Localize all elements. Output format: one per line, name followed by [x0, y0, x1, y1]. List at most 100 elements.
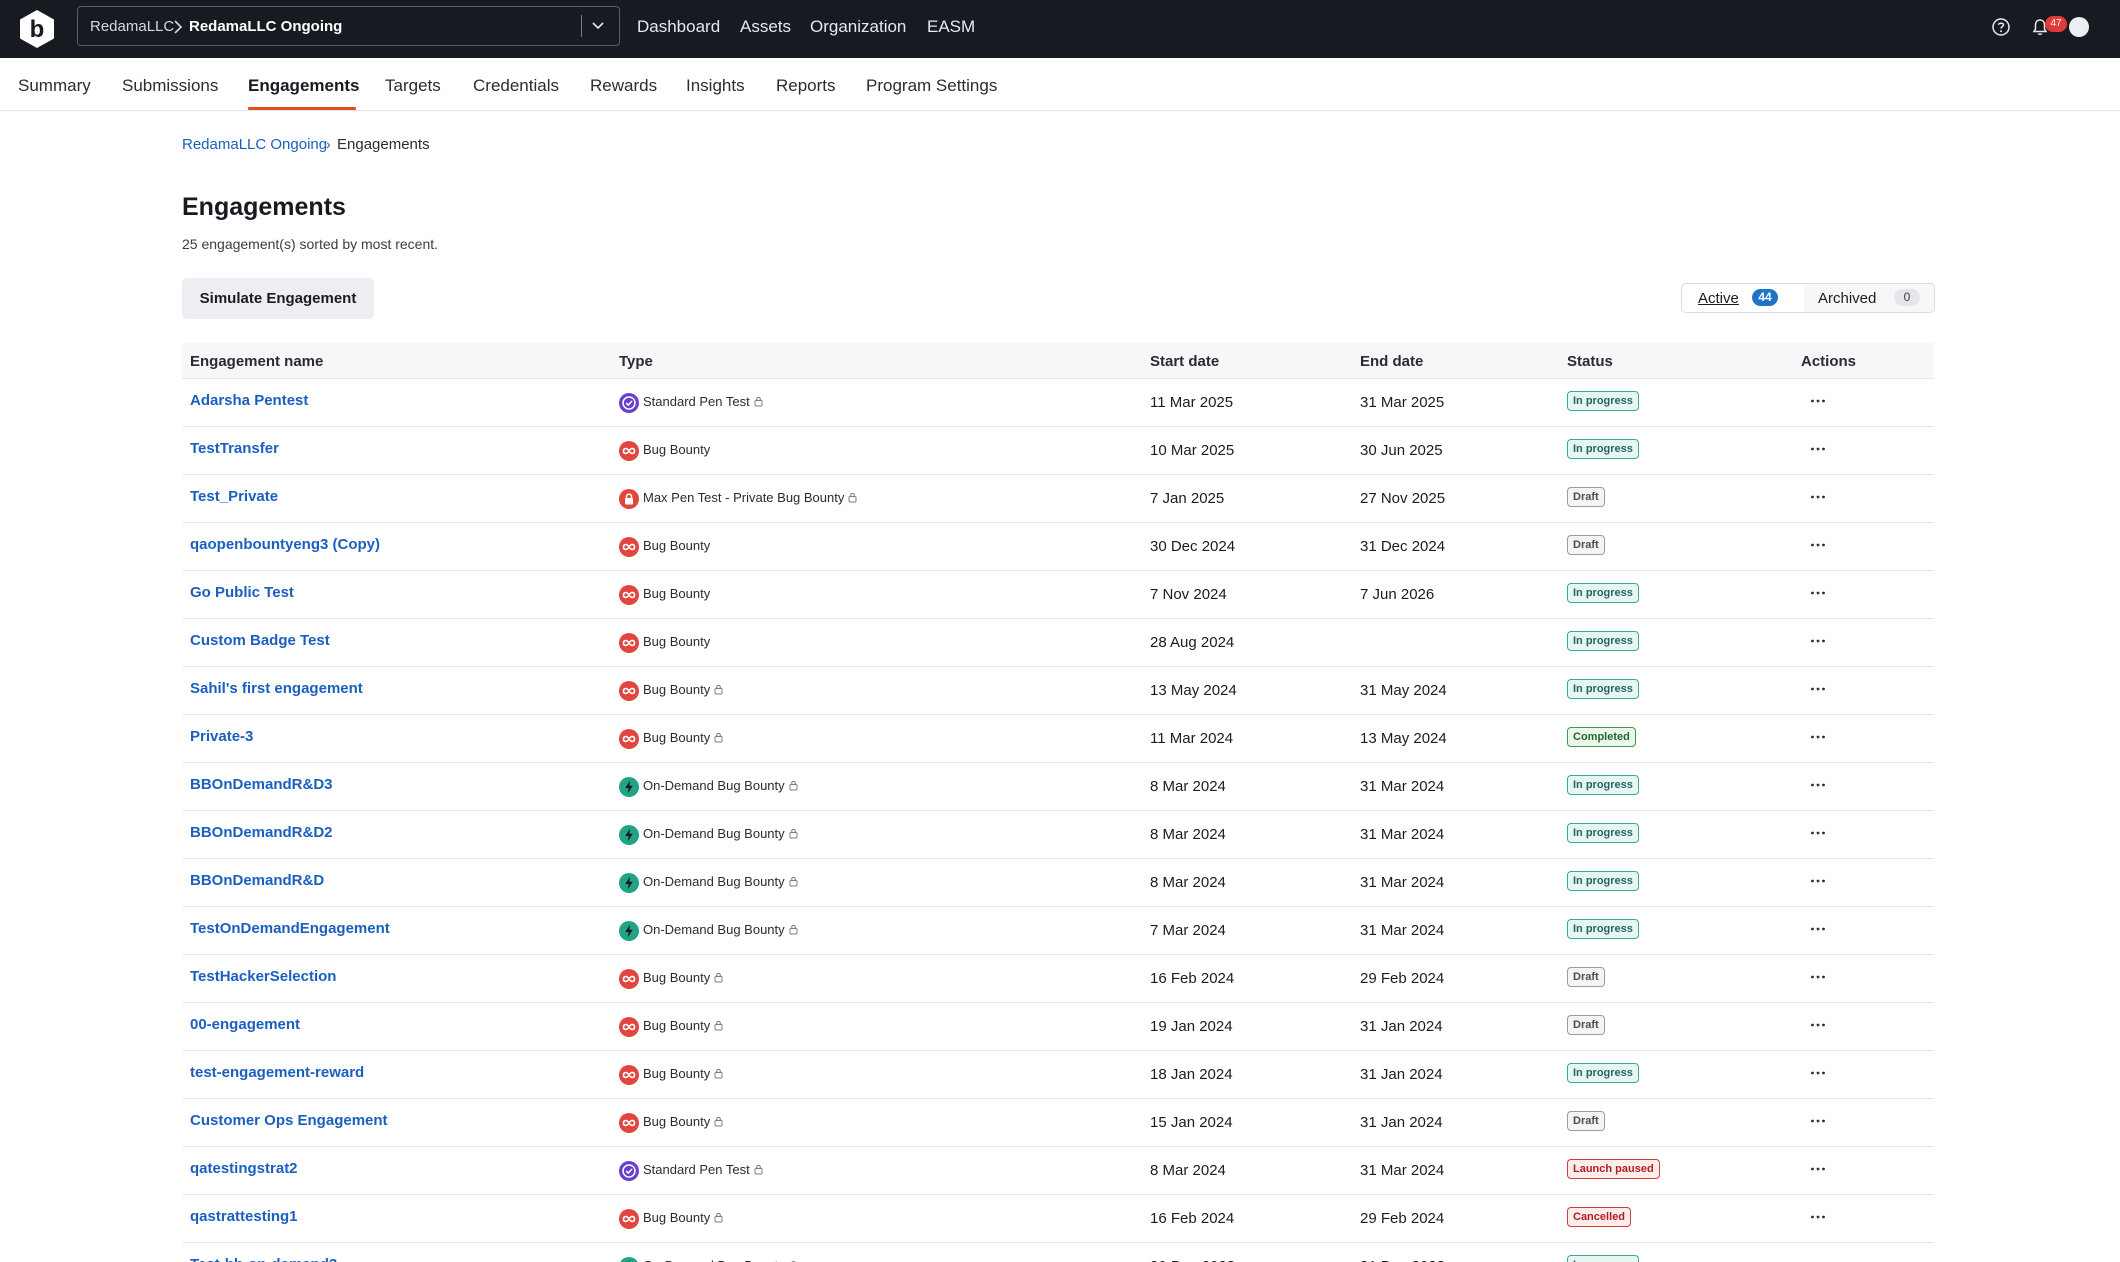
engagement-name-link[interactable]: Test_Private: [190, 488, 279, 505]
engagement-name-link[interactable]: Test-bb-on-demand3: [190, 1256, 337, 1262]
more-actions-icon[interactable]: [1808, 679, 1828, 699]
engagement-name-link[interactable]: TestHackerSelection: [190, 968, 337, 985]
engagement-type: On-Demand Bug Bounty: [643, 922, 798, 937]
table-row: TestHackerSelection Bug Bounty 16 Feb 2024…: [182, 955, 1934, 1003]
help-icon[interactable]: [1991, 17, 2011, 37]
organization-selector[interactable]: RedamaLLC RedamaLLC Ongoing: [77, 6, 620, 46]
more-actions-icon[interactable]: [1808, 487, 1828, 507]
engagement-type: On-Demand Bug Bounty: [643, 1258, 798, 1262]
top-bar: b RedamaLLC RedamaLLC Ongoing Dashboard …: [0, 0, 2120, 58]
engagement-name-link[interactable]: qastrattesting1: [190, 1208, 298, 1225]
nav-organization[interactable]: Organization: [810, 17, 907, 36]
engagement-type-label: On-Demand Bug Bounty: [643, 922, 785, 937]
bell-icon[interactable]: [2030, 17, 2050, 37]
engagement-type: Bug Bounty: [643, 442, 710, 457]
more-actions-icon[interactable]: [1808, 631, 1828, 651]
more-actions-icon[interactable]: [1808, 1207, 1828, 1227]
status-badge: Draft: [1567, 1111, 1605, 1131]
table-row: test-engagement-reward Bug Bounty 18 Jan 2…: [182, 1051, 1934, 1099]
nav-easm[interactable]: EASM: [927, 17, 976, 36]
more-actions-icon[interactable]: [1808, 439, 1828, 459]
status-badge: In progress: [1567, 583, 1639, 603]
more-actions-icon[interactable]: [1808, 583, 1828, 603]
column-header-type: Type: [619, 353, 653, 370]
tab-engagements[interactable]: Engagements: [248, 76, 360, 95]
more-actions-icon[interactable]: [1808, 1015, 1828, 1035]
engagement-name-link[interactable]: BBOnDemandR&D3: [190, 776, 333, 793]
tab-insights[interactable]: Insights: [686, 76, 745, 95]
pen-test-icon: [619, 1161, 639, 1181]
engagement-name-link[interactable]: Adarsha Pentest: [190, 392, 309, 409]
more-actions-icon[interactable]: [1808, 823, 1828, 843]
breadcrumb-program-link[interactable]: RedamaLLC Ongoing: [182, 136, 328, 153]
start-date: 16 Feb 2024: [1150, 1210, 1235, 1227]
more-actions-icon[interactable]: [1808, 967, 1828, 987]
tab-credentials[interactable]: Credentials: [473, 76, 559, 95]
tab-targets[interactable]: Targets: [385, 76, 441, 95]
more-actions-icon[interactable]: [1808, 775, 1828, 795]
tab-rewards[interactable]: Rewards: [590, 76, 658, 95]
tab-reports[interactable]: Reports: [776, 76, 836, 95]
start-date: 8 Mar 2024: [1150, 826, 1226, 843]
engagement-name-link[interactable]: 00-engagement: [190, 1016, 301, 1033]
filter-archived[interactable]: Archived 0: [1804, 284, 1934, 312]
status-badge: Completed: [1567, 727, 1636, 747]
engagement-name-link[interactable]: BBOnDemandR&D: [190, 872, 325, 889]
user-avatar[interactable]: [2069, 17, 2089, 37]
lock-icon: [789, 781, 798, 791]
engagement-type: Bug Bounty: [643, 1114, 723, 1129]
start-date: 10 Mar 2025: [1150, 442, 1235, 459]
table-row: qastrattesting1 Bug Bounty 16 Feb 2024 29 F…: [182, 1195, 1934, 1243]
tab-program-settings[interactable]: Program Settings: [866, 76, 998, 95]
more-actions-icon[interactable]: [1808, 1159, 1828, 1179]
more-actions-icon[interactable]: [1808, 1255, 1828, 1262]
table-header: Engagement name Type Start date End date…: [182, 343, 1934, 379]
active-archived-filter: Active 44 Archived 0: [1681, 283, 1935, 313]
more-actions-icon[interactable]: [1808, 727, 1828, 747]
notification-count-badge: 47: [2045, 16, 2067, 32]
engagement-name-link[interactable]: Customer Ops Engagement: [190, 1112, 388, 1129]
engagement-name-link[interactable]: BBOnDemandR&D2: [190, 824, 333, 841]
chevron-down-icon[interactable]: [590, 17, 606, 33]
on-demand-bolt-icon: [619, 825, 639, 845]
tab-summary[interactable]: Summary: [18, 76, 91, 95]
more-actions-icon[interactable]: [1808, 535, 1828, 555]
bugcrowd-logo-icon[interactable]: b: [17, 9, 57, 49]
more-actions-icon[interactable]: [1808, 1111, 1828, 1131]
nav-assets[interactable]: Assets: [740, 17, 792, 36]
more-actions-icon[interactable]: [1808, 391, 1828, 411]
status-badge: In progress: [1567, 1255, 1639, 1262]
status-badge: Draft: [1567, 535, 1605, 555]
engagement-name-link[interactable]: Custom Badge Test: [190, 632, 330, 649]
engagement-name-link[interactable]: Sahil's first engagement: [190, 680, 363, 697]
tab-submissions[interactable]: Submissions: [122, 76, 219, 95]
column-header-start-date: Start date: [1150, 353, 1220, 370]
status-badge: In progress: [1567, 823, 1639, 843]
column-header-status: Status: [1567, 353, 1613, 370]
org-parent-label: RedamaLLC: [90, 18, 175, 35]
start-date: 8 Mar 2024: [1150, 778, 1226, 795]
engagement-name-link[interactable]: qatestingstrat2: [190, 1160, 298, 1177]
engagement-name-link[interactable]: Private-3: [190, 728, 254, 745]
table-row: Go Public Test Bug Bounty 7 Nov 2024 7 Jun …: [182, 571, 1934, 619]
engagement-type-label: Bug Bounty: [643, 1210, 711, 1225]
status-badge: In progress: [1567, 871, 1639, 891]
engagement-name-link[interactable]: TestOnDemandEngagement: [190, 920, 390, 937]
engagement-name-link[interactable]: Go Public Test: [190, 584, 294, 601]
program-tabs: Summary Submissions Engagements Targets …: [0, 58, 2120, 111]
simulate-engagement-button[interactable]: Simulate Engagement: [182, 278, 374, 319]
nav-dashboard[interactable]: Dashboard: [637, 17, 721, 36]
more-actions-icon[interactable]: [1808, 871, 1828, 891]
engagement-type: Bug Bounty: [643, 730, 723, 745]
more-actions-icon[interactable]: [1808, 1063, 1828, 1083]
status-badge: In progress: [1567, 775, 1639, 795]
page-title: Engagements: [182, 193, 346, 221]
table-row: TestOnDemandEngagement On-Demand Bug Boun…: [182, 907, 1934, 955]
engagement-name-link[interactable]: qaopenbountyeng3 (Copy): [190, 536, 380, 553]
more-actions-icon[interactable]: [1808, 919, 1828, 939]
table-row: Adarsha Pentest Standard Pen Test 11 Mar 2…: [182, 379, 1934, 427]
filter-active[interactable]: Active 44: [1682, 284, 1805, 312]
engagement-name-link[interactable]: test-engagement-reward: [190, 1064, 365, 1081]
table-row: BBOnDemandR&D2 On-Demand Bug Bounty 8 Mar …: [182, 811, 1934, 859]
engagement-name-link[interactable]: TestTransfer: [190, 440, 279, 457]
